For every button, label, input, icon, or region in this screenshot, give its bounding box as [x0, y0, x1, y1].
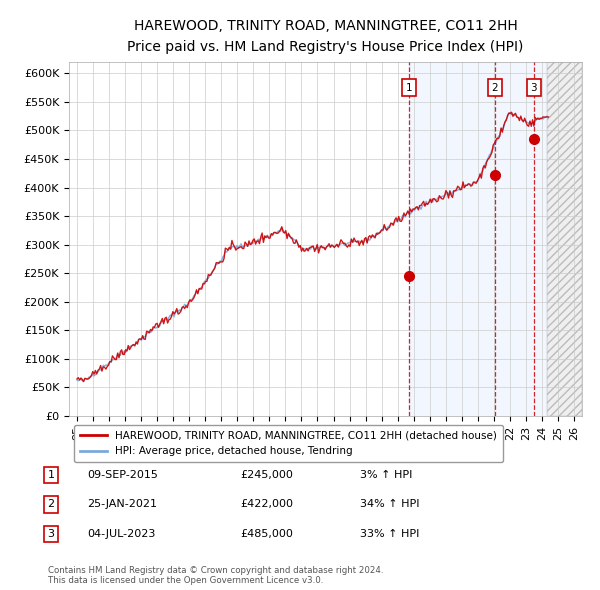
Text: 33% ↑ HPI: 33% ↑ HPI	[360, 529, 419, 539]
Text: Contains HM Land Registry data © Crown copyright and database right 2024.
This d: Contains HM Land Registry data © Crown c…	[48, 566, 383, 585]
Text: 1: 1	[406, 83, 412, 93]
Text: 09-SEP-2015: 09-SEP-2015	[87, 470, 158, 480]
Legend: HAREWOOD, TRINITY ROAD, MANNINGTREE, CO11 2HH (detached house), HPI: Average pri: HAREWOOD, TRINITY ROAD, MANNINGTREE, CO1…	[74, 425, 503, 463]
Title: HAREWOOD, TRINITY ROAD, MANNINGTREE, CO11 2HH
Price paid vs. HM Land Registry's : HAREWOOD, TRINITY ROAD, MANNINGTREE, CO1…	[127, 19, 524, 54]
Text: 34% ↑ HPI: 34% ↑ HPI	[360, 500, 419, 509]
Text: 3: 3	[47, 529, 55, 539]
Text: 1: 1	[47, 470, 55, 480]
Bar	[547, 62, 582, 416]
Text: 04-JUL-2023: 04-JUL-2023	[87, 529, 155, 539]
Bar	[547, 62, 582, 416]
Text: £245,000: £245,000	[240, 470, 293, 480]
Text: 3: 3	[530, 83, 537, 93]
Text: £485,000: £485,000	[240, 529, 293, 539]
Bar	[409, 62, 547, 416]
Text: 25-JAN-2021: 25-JAN-2021	[87, 500, 157, 509]
Text: £422,000: £422,000	[240, 500, 293, 509]
Text: 2: 2	[47, 500, 55, 509]
Text: 2: 2	[491, 83, 498, 93]
Text: 3% ↑ HPI: 3% ↑ HPI	[360, 470, 412, 480]
